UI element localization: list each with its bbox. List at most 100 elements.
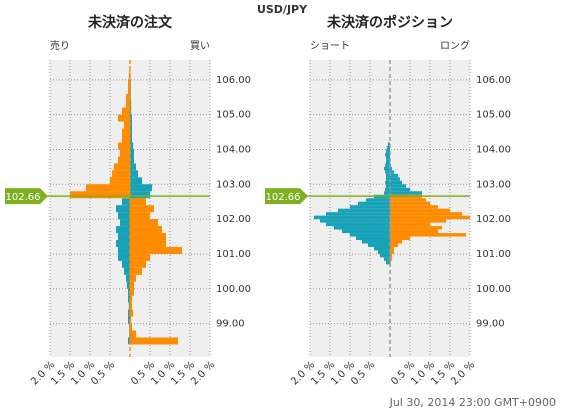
bar xyxy=(128,316,130,324)
bar xyxy=(110,177,130,185)
bar xyxy=(350,205,390,209)
bar xyxy=(326,212,390,216)
price-tag xyxy=(5,188,48,205)
bar xyxy=(130,330,136,338)
bar xyxy=(386,159,390,164)
price-tag-label: 102.66 xyxy=(266,192,301,203)
bar xyxy=(390,253,392,258)
bar xyxy=(386,177,390,181)
bar xyxy=(122,135,130,143)
bar xyxy=(390,257,392,261)
bar xyxy=(86,184,130,192)
panel-title: 未決済のポジション xyxy=(327,14,453,31)
bar xyxy=(130,219,158,227)
bar xyxy=(390,215,470,220)
bar xyxy=(386,173,390,178)
bar xyxy=(120,149,130,157)
bar xyxy=(385,152,390,157)
bar xyxy=(390,201,430,206)
y-tick-label: 106.00 xyxy=(216,75,251,86)
bar xyxy=(130,205,154,213)
bar xyxy=(130,246,182,254)
y-tick-label: 106.00 xyxy=(476,75,511,86)
bar xyxy=(116,205,130,213)
bar xyxy=(128,79,130,87)
bar xyxy=(390,212,462,216)
bar xyxy=(338,208,390,213)
y-tick-label: 103.00 xyxy=(216,179,251,190)
bar xyxy=(390,240,402,244)
bar xyxy=(130,156,134,164)
bar xyxy=(124,121,130,129)
y-tick-label: 105.00 xyxy=(216,110,251,121)
bar xyxy=(385,187,390,192)
bar xyxy=(126,274,130,282)
bar xyxy=(386,260,390,265)
bar xyxy=(385,163,390,167)
bar xyxy=(390,180,402,185)
bar xyxy=(118,233,130,241)
bar xyxy=(114,163,130,171)
bar xyxy=(130,177,142,185)
bar xyxy=(130,233,166,241)
bar xyxy=(130,288,134,296)
y-tick-label: 99.00 xyxy=(476,319,505,330)
bar xyxy=(390,205,438,209)
bar xyxy=(386,149,390,153)
footer: Jul 30, 2014 23:00 GMT+0900 xyxy=(389,396,556,409)
bar xyxy=(126,281,130,289)
bar xyxy=(128,309,130,317)
bar xyxy=(118,253,130,261)
bar xyxy=(130,191,150,199)
bar xyxy=(385,170,390,174)
bar xyxy=(130,114,132,122)
price-tag xyxy=(265,188,308,205)
bar xyxy=(390,184,406,188)
page-title: USD/JPY xyxy=(257,3,308,16)
bar xyxy=(130,121,132,129)
bar xyxy=(390,166,392,171)
bar xyxy=(368,243,390,247)
bar xyxy=(384,257,390,261)
bar xyxy=(130,309,134,317)
y-tick-label: 100.00 xyxy=(216,284,251,295)
bar xyxy=(390,250,394,254)
bar xyxy=(390,236,410,241)
bar xyxy=(130,337,178,345)
bar xyxy=(126,100,130,108)
bar xyxy=(390,198,426,202)
side-label: 買い xyxy=(190,40,210,52)
side-label: ショート xyxy=(310,41,350,52)
bar xyxy=(386,156,390,160)
bar xyxy=(326,222,390,227)
bar xyxy=(366,198,390,202)
bar xyxy=(122,198,130,206)
bar xyxy=(374,246,390,251)
bar xyxy=(388,142,390,147)
y-tick-label: 99.00 xyxy=(216,319,245,330)
bar xyxy=(390,229,438,234)
bar xyxy=(130,323,132,331)
bar xyxy=(128,86,130,94)
bar xyxy=(390,187,410,192)
bar xyxy=(118,142,130,150)
bar xyxy=(116,226,130,234)
bar xyxy=(130,128,132,136)
y-tick-label: 101.00 xyxy=(216,249,251,260)
bar xyxy=(130,212,150,220)
bar xyxy=(320,219,390,223)
bar xyxy=(128,337,130,345)
y-tick-label: 102.00 xyxy=(216,214,251,225)
bar xyxy=(130,295,132,303)
bar xyxy=(118,114,130,122)
y-tick-label: 105.00 xyxy=(476,110,511,121)
bar xyxy=(130,302,132,310)
bar xyxy=(128,288,130,296)
bar xyxy=(390,191,422,195)
bar xyxy=(130,142,134,150)
bar xyxy=(390,208,450,213)
bar xyxy=(130,260,146,268)
bar xyxy=(390,226,442,230)
bar xyxy=(130,184,152,192)
